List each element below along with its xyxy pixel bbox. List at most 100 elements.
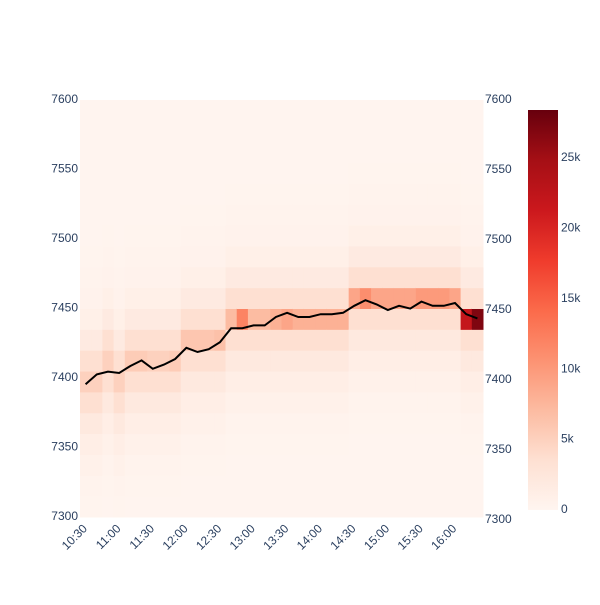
heatmap-cell	[359, 225, 372, 247]
heatmap-cell	[382, 329, 394, 351]
heatmap-cell	[404, 454, 417, 476]
heatmap-cell	[292, 225, 305, 247]
heatmap-cell	[315, 371, 327, 393]
x-tick-label: 13:00	[227, 521, 258, 552]
heatmap-cell	[135, 266, 148, 289]
heatmap-cell	[382, 225, 394, 247]
heatmap-cell	[247, 308, 260, 330]
heatmap-cell	[315, 496, 327, 518]
heatmap-cell	[236, 454, 249, 476]
heatmap-cell	[102, 100, 115, 122]
heatmap-cell	[292, 204, 305, 226]
y-tick-label: 7550	[51, 162, 78, 176]
heatmap-cell	[315, 475, 327, 497]
heatmap-cell	[415, 391, 428, 414]
heatmap-cell	[281, 141, 294, 164]
heatmap-cell	[191, 371, 204, 393]
heatmap-cell	[247, 496, 260, 518]
heatmap-cell	[124, 308, 137, 330]
heatmap-cell	[438, 162, 450, 184]
heatmap-cell	[102, 183, 115, 205]
heatmap-cell	[471, 475, 484, 497]
heatmap-cell	[180, 141, 193, 164]
heatmap-cell	[124, 391, 137, 414]
heatmap-cell	[259, 204, 271, 226]
heatmap-cell	[225, 225, 238, 247]
heatmap-cell	[124, 475, 137, 497]
heatmap-cell	[180, 225, 193, 247]
heatmap-cell	[438, 204, 450, 226]
heatmap-cell	[292, 266, 305, 289]
heatmap-cell	[303, 204, 316, 226]
heatmap-cell	[438, 371, 450, 393]
heatmap-cell	[113, 308, 126, 330]
heatmap-cell	[460, 120, 473, 143]
heatmap-cell	[203, 308, 215, 330]
heatmap-cell	[404, 245, 417, 268]
heatmap-cell	[315, 433, 327, 455]
heatmap-cell	[281, 183, 294, 205]
heatmap-cell	[449, 162, 462, 184]
heatmap-cell	[259, 412, 271, 435]
x-tick-label: 14:30	[327, 521, 358, 552]
heatmap-cell	[203, 412, 215, 435]
heatmap-cell	[315, 141, 327, 164]
heatmap-cell	[259, 162, 271, 184]
heatmap-cell	[203, 350, 215, 372]
heatmap-cell	[180, 245, 193, 268]
heatmap-cell	[102, 329, 115, 351]
heatmap-cell	[303, 329, 316, 351]
heatmap-cell	[281, 120, 294, 143]
heatmap-cell	[393, 391, 406, 414]
heatmap-cell	[471, 308, 484, 330]
heatmap-cell	[147, 496, 159, 518]
heatmap-cell	[91, 433, 103, 455]
heatmap-cell	[158, 266, 171, 289]
heatmap-cell	[359, 433, 372, 455]
heatmap-cell	[191, 350, 204, 372]
heatmap-cell	[124, 204, 137, 226]
heatmap-cell	[393, 266, 406, 289]
heatmap-cell	[303, 245, 316, 268]
heatmap-cell	[102, 141, 115, 164]
heatmap-cell	[270, 496, 282, 518]
heatmap-cell	[348, 433, 361, 455]
heatmap-cell	[203, 496, 215, 518]
heatmap-cell	[393, 120, 406, 143]
heatmap-cell	[404, 225, 417, 247]
heatmap-cell	[326, 141, 338, 164]
heatmap-cell	[124, 120, 137, 143]
heatmap-cell	[337, 120, 350, 143]
heatmap-cell	[191, 100, 204, 122]
heatmap-cell	[427, 141, 439, 164]
heatmap-cell	[203, 329, 215, 351]
heatmap-cell	[371, 412, 383, 435]
heatmap-cell	[169, 245, 182, 268]
heatmap-cell	[371, 371, 383, 393]
heatmap-cell	[303, 454, 316, 476]
heatmap-cell	[225, 245, 238, 268]
heatmap-cell	[382, 496, 394, 518]
heatmap-cell	[393, 308, 406, 330]
heatmap-cell	[303, 371, 316, 393]
heatmap-cell	[236, 350, 249, 372]
heatmap-cell	[315, 350, 327, 372]
heatmap-cell	[438, 329, 450, 351]
y2-tick-label: 7500	[485, 232, 512, 246]
heatmap-cell	[471, 412, 484, 435]
y2-tick-label: 7550	[485, 162, 512, 176]
heatmap-cell	[460, 100, 473, 122]
heatmap-cell	[270, 371, 282, 393]
heatmap-cell	[438, 100, 450, 122]
heatmap-cell	[169, 308, 182, 330]
heatmap-cell	[270, 204, 282, 226]
heatmap-cell	[247, 391, 260, 414]
heatmap-cell	[236, 183, 249, 205]
heatmap-cell	[236, 204, 249, 226]
heatmap-cell	[80, 183, 92, 205]
heatmap-cell	[214, 433, 227, 455]
heatmap-cell	[348, 475, 361, 497]
heatmap-cell	[427, 371, 439, 393]
heatmap-cell	[471, 266, 484, 289]
